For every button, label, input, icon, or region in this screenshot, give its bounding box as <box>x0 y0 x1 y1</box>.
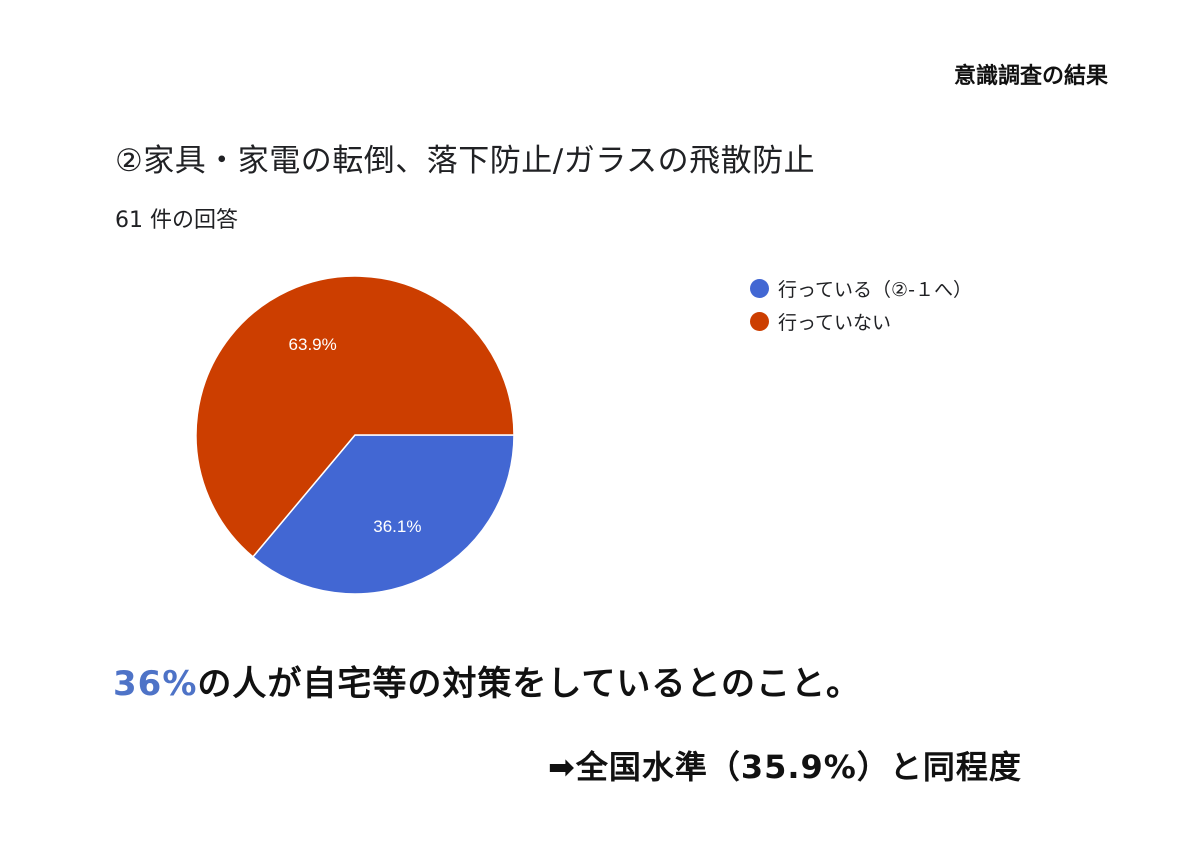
summary-text: 36%の人が自宅等の対策をしているとのこと。 <box>113 656 861 705</box>
question-title: ②家具・家電の転倒、落下防止/ガラスの飛散防止 <box>115 143 816 179</box>
legend-swatch-doing <box>750 279 769 298</box>
legend-label-doing: 行っている（②-１へ） <box>778 279 972 301</box>
summary-body: の人が自宅等の対策をしているとのこと。 <box>197 664 862 704</box>
conclusion-text: ➡全国水準（35.9%）と同程度 <box>548 748 1022 786</box>
response-count: 61 件の回答 <box>115 208 238 233</box>
legend-swatch-not-doing <box>750 312 769 331</box>
pie-label-doing: 36.1% <box>373 517 421 536</box>
legend-item-doing: 行っている（②-１へ） <box>750 272 972 305</box>
chart-legend: 行っている（②-１へ） 行っていない <box>750 272 972 338</box>
legend-label-not-doing: 行っていない <box>778 312 892 334</box>
legend-item-not-doing: 行っていない <box>750 305 972 338</box>
page-header-label: 意識調査の結果 <box>953 64 1108 89</box>
pie-label-not-doing: 63.9% <box>289 335 337 354</box>
pie-slice-not-doing <box>195 275 515 558</box>
summary-highlight: 36% <box>113 664 198 704</box>
pie-slice-doing <box>251 434 515 595</box>
pie-chart: 36.1% 63.9% <box>195 275 515 595</box>
